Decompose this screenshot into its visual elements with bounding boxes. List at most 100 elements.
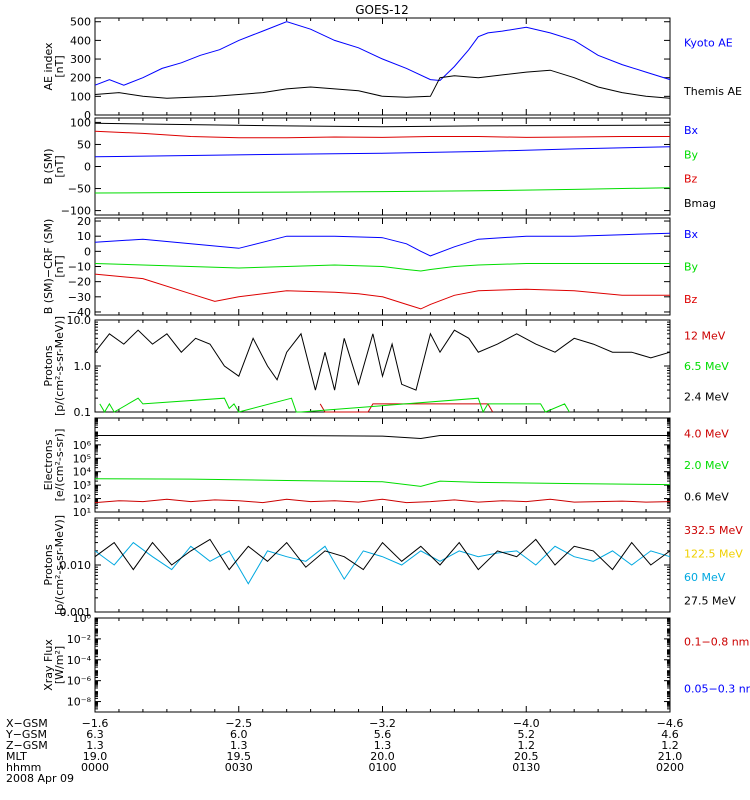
- legend-label: Kyoto AE: [684, 36, 733, 49]
- legend-label: Bx: [684, 124, 699, 137]
- y-tick-label: 100: [70, 116, 91, 129]
- series-line-2-4-mev: [94, 329, 671, 391]
- legend-label: 60 MeV: [684, 571, 726, 584]
- y-tick-label: −30: [68, 291, 91, 304]
- y-tick-label: 1.0: [74, 360, 92, 373]
- y-tick-label: 20: [77, 215, 91, 228]
- orbit-footer: X−GSM −1.6 −2.5 −3.2 −4.0 −4.6 Y−GSM 6.3 6.0 5.6 5…: [5, 717, 684, 785]
- series-line-bx: [94, 232, 671, 257]
- legend-label: 0.05−0.3 nr: [684, 683, 750, 696]
- legend-label: 2.0 MeV: [684, 459, 729, 472]
- footer-row-label: Z−GSM: [6, 739, 48, 752]
- y-tick-label: 10¹: [73, 506, 91, 519]
- legend-label: By: [684, 148, 699, 161]
- series-line-0-6-mev: [95, 435, 670, 440]
- series-line-by: [94, 263, 670, 272]
- footer-value: −1.6: [82, 717, 109, 730]
- y-tick-label: 10³: [73, 479, 91, 492]
- footer-value: 0000: [81, 761, 109, 774]
- footer-row-label: Y−GSM: [5, 728, 47, 741]
- panel-frame: [94, 17, 671, 116]
- panel-frame: [94, 417, 671, 513]
- y-tick-label: 10²: [73, 493, 91, 506]
- legend-label: Bz: [684, 293, 698, 306]
- y-tick-label: 10.0: [67, 314, 92, 327]
- series-line-kyoto-ae: [94, 21, 671, 86]
- footer-value: 5.2: [518, 728, 536, 741]
- legend-label: 2.4 MeV: [684, 391, 729, 404]
- y-axis-label: AE index[nT]: [42, 42, 66, 91]
- footer-value: −3.2: [369, 717, 396, 730]
- panel-frame: [94, 117, 671, 216]
- y-axis-label: Xray Flux[W/m²]: [42, 639, 66, 691]
- footer-value: 0200: [656, 761, 684, 774]
- series-line-bmag: [94, 122, 671, 128]
- y-tick-label: 0.001: [60, 606, 92, 619]
- series-line-bx: [94, 146, 671, 158]
- legend-label: 4.0 MeV: [684, 428, 729, 441]
- footer-value: 21.0: [658, 750, 683, 763]
- panel-frame: [94, 617, 671, 713]
- y-tick-label: 0: [84, 161, 91, 174]
- footer-value: 19.0: [83, 750, 108, 763]
- y-axis-label: Protons[p/(cm²-s-sr-MeV)]: [42, 316, 66, 416]
- footer-value: 19.5: [227, 750, 252, 763]
- y-tick-label: 10: [77, 230, 91, 243]
- panel-bdiff: −40 −30 −20 −10 0 10 20 B (SM)−CRF (SM)[nT] Bx By…: [42, 215, 699, 319]
- y-tick-label: 200: [70, 72, 91, 85]
- legend-label: 6.5 MeV: [684, 360, 729, 373]
- y-tick-label: 10⁰: [73, 612, 92, 625]
- y-tick-label: −10: [68, 261, 91, 274]
- legend-label: Bz: [684, 173, 698, 186]
- y-tick-label: 0.010: [60, 559, 92, 572]
- y-axis-label: B (SM)−CRF (SM)[nT]: [42, 219, 66, 315]
- y-tick-label: 50: [77, 138, 91, 151]
- legend-label: 27.5 MeV: [684, 594, 736, 607]
- footer-value: 0100: [369, 761, 397, 774]
- series-line-themis-ae: [94, 69, 671, 99]
- panel-frame: [94, 319, 671, 413]
- footer-row-label: hhmm: [6, 761, 41, 774]
- series-line-27-5-mev: [94, 538, 671, 571]
- plot-title: GOES-12: [355, 3, 409, 17]
- y-tick-label: 10⁶: [73, 439, 92, 452]
- legend-label: 0.1−0.8 nm: [684, 636, 749, 649]
- y-tick-label: 0.1: [74, 406, 92, 419]
- y-tick-label: 500: [70, 16, 91, 29]
- y-axis-label: Electrons[e/(cm²-s-sr)]: [42, 429, 66, 502]
- footer-value: 1.3: [86, 739, 104, 752]
- y-tick-label: 10⁴: [73, 466, 92, 479]
- series-line-bz: [94, 273, 670, 310]
- y-axis-label: B (SM)[nT]: [42, 148, 66, 184]
- series-line-2-0-mev: [94, 478, 671, 487]
- y-axis-label: Protons[p/(cm²-s-sr-MeV)]: [42, 515, 66, 615]
- y-tick-label: 100: [70, 90, 91, 103]
- footer-value: 6.0: [230, 728, 248, 741]
- legend-label: 12 MeV: [684, 329, 726, 342]
- footer-value: 1.2: [518, 739, 536, 752]
- legend-label: By: [684, 261, 699, 274]
- legend-label: Bx: [684, 228, 699, 241]
- series-line-6-5-mev: [99, 397, 570, 414]
- panel-frame: [94, 517, 671, 613]
- y-tick-label: −50: [68, 183, 91, 196]
- panel-ae: 0 100 200 300 400 500 AE index[nT] Kyoto AE Them…: [42, 16, 742, 122]
- y-tick-label: 10⁻⁶: [67, 675, 92, 688]
- footer-row-label: X−GSM: [6, 717, 48, 730]
- footer-value: 6.3: [86, 728, 104, 741]
- footer-value: 4.6: [661, 728, 679, 741]
- y-tick-label: 400: [70, 34, 91, 47]
- footer-value: −4.6: [657, 717, 684, 730]
- footer-value: −2.5: [225, 717, 252, 730]
- y-tick-label: 0: [84, 245, 91, 258]
- panel-bsm: −100 −50 0 50 100 B (SM)[nT] Bx By Bz Bmag: [42, 116, 716, 217]
- footer-value: 1.2: [661, 739, 679, 752]
- footer-value: 5.6: [374, 728, 392, 741]
- y-tick-label: 0: [84, 109, 91, 122]
- footer-value: 20.0: [370, 750, 395, 763]
- footer-row-label: MLT: [6, 750, 27, 763]
